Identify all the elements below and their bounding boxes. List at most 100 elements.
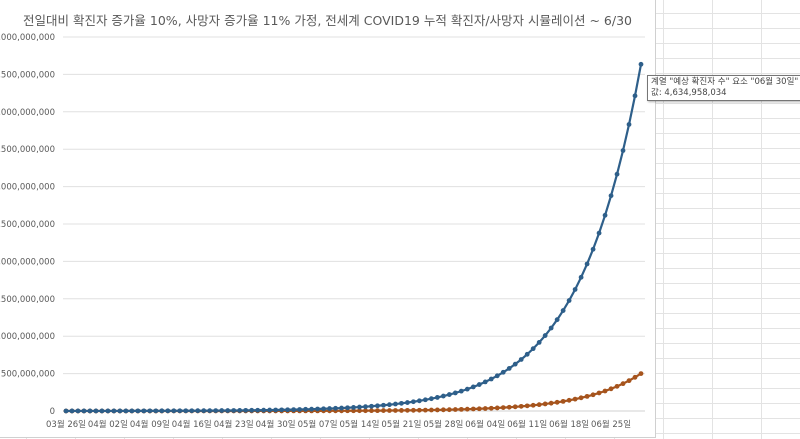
data-point[interactable] <box>363 408 368 414</box>
data-point[interactable] <box>476 382 482 387</box>
data-point[interactable] <box>405 400 410 405</box>
data-point[interactable] <box>207 408 213 414</box>
data-point[interactable] <box>578 274 584 280</box>
data-point[interactable] <box>387 408 392 413</box>
data-point[interactable] <box>500 405 506 411</box>
series-line-0[interactable] <box>65 64 643 413</box>
data-point[interactable] <box>560 398 566 404</box>
data-point[interactable] <box>548 325 554 331</box>
data-point[interactable] <box>273 407 279 413</box>
data-point[interactable] <box>387 402 392 408</box>
data-point[interactable] <box>596 230 602 236</box>
data-point[interactable] <box>464 386 470 392</box>
data-point[interactable] <box>99 408 105 414</box>
data-point[interactable] <box>620 148 626 153</box>
data-point[interactable] <box>249 407 255 413</box>
data-point[interactable] <box>147 408 153 414</box>
data-point[interactable] <box>117 408 123 414</box>
data-point[interactable] <box>584 261 590 267</box>
data-point[interactable] <box>422 397 428 403</box>
data-point[interactable] <box>267 407 273 413</box>
data-point[interactable] <box>428 407 434 413</box>
data-point[interactable] <box>333 405 338 411</box>
data-point[interactable] <box>518 403 524 409</box>
data-point[interactable] <box>524 351 530 357</box>
data-point[interactable] <box>345 405 350 411</box>
data-point[interactable] <box>321 406 326 412</box>
data-point[interactable] <box>590 392 596 398</box>
data-point[interactable] <box>285 407 291 413</box>
data-point[interactable] <box>566 397 572 403</box>
data-point[interactable] <box>105 408 111 414</box>
data-point[interactable] <box>75 408 81 414</box>
chart-area[interactable]: 전일대비 확진자 증가율 10%, 사망자 증가율 11% 가정, 전세계 CO… <box>0 0 656 438</box>
data-point[interactable] <box>357 408 362 414</box>
data-point[interactable] <box>399 408 404 413</box>
data-point[interactable] <box>291 407 297 413</box>
data-point[interactable] <box>153 408 159 414</box>
data-point[interactable] <box>494 405 500 411</box>
data-point[interactable] <box>536 340 542 345</box>
data-point[interactable] <box>494 373 500 379</box>
data-point[interactable] <box>393 401 398 407</box>
data-point[interactable] <box>261 407 267 413</box>
data-point[interactable] <box>482 406 488 411</box>
data-point[interactable] <box>381 408 386 413</box>
data-point[interactable] <box>159 408 165 414</box>
data-point[interactable] <box>135 408 141 414</box>
data-point[interactable] <box>434 395 440 400</box>
data-point[interactable] <box>638 61 644 67</box>
data-point[interactable] <box>381 402 386 408</box>
data-point[interactable] <box>476 406 482 412</box>
data-point[interactable] <box>536 402 542 408</box>
data-point[interactable] <box>566 298 572 303</box>
data-point[interactable] <box>596 390 602 396</box>
data-point[interactable] <box>369 408 374 414</box>
data-point[interactable] <box>375 408 380 414</box>
data-point[interactable] <box>434 407 440 413</box>
data-point[interactable] <box>393 408 398 413</box>
data-point[interactable] <box>171 408 177 414</box>
data-point[interactable] <box>315 406 320 412</box>
data-point[interactable] <box>410 407 416 413</box>
data-point[interactable] <box>530 346 536 352</box>
data-point[interactable] <box>111 408 117 414</box>
data-point[interactable] <box>255 407 261 413</box>
data-point[interactable] <box>123 408 129 414</box>
data-point[interactable] <box>375 403 380 409</box>
data-point[interactable] <box>141 408 147 414</box>
data-point[interactable] <box>189 408 195 414</box>
data-point[interactable] <box>614 383 620 389</box>
data-point[interactable] <box>195 408 201 414</box>
data-point[interactable] <box>452 390 458 396</box>
data-point[interactable] <box>213 408 219 414</box>
data-point[interactable] <box>572 287 578 292</box>
data-point[interactable] <box>626 378 632 384</box>
data-point[interactable] <box>572 396 578 402</box>
data-point[interactable] <box>464 406 470 412</box>
data-point[interactable] <box>237 408 243 413</box>
data-point[interactable] <box>416 398 422 404</box>
data-point[interactable] <box>548 400 554 406</box>
data-point[interactable] <box>177 408 183 414</box>
data-point[interactable] <box>363 404 368 410</box>
data-point[interactable] <box>506 404 512 410</box>
data-point[interactable] <box>219 408 225 413</box>
data-point[interactable] <box>614 171 620 177</box>
data-point[interactable] <box>279 407 285 413</box>
data-point[interactable] <box>458 388 464 394</box>
data-point[interactable] <box>351 408 356 414</box>
data-point[interactable] <box>470 406 476 412</box>
data-point[interactable] <box>428 396 434 402</box>
data-point[interactable] <box>446 392 452 397</box>
data-point[interactable] <box>578 395 584 401</box>
data-point[interactable] <box>297 407 302 412</box>
data-point[interactable] <box>608 386 614 392</box>
data-point[interactable] <box>339 405 344 411</box>
data-point[interactable] <box>165 408 171 414</box>
data-point[interactable] <box>201 408 207 414</box>
data-point[interactable] <box>440 407 446 413</box>
data-point[interactable] <box>452 407 458 412</box>
data-point[interactable] <box>422 407 428 413</box>
data-point[interactable] <box>63 408 69 414</box>
